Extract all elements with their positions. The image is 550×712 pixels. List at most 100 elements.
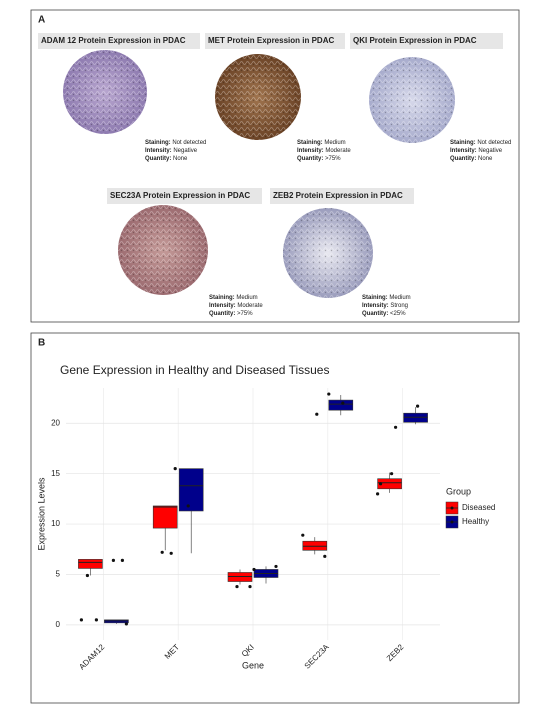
tissue-title: SEC23A Protein Expression in PDAC xyxy=(110,191,250,200)
detail-label: Intensity: xyxy=(450,148,477,154)
tissue-detail: Staining: Medium xyxy=(209,295,258,301)
detail-label: Quantity: xyxy=(297,156,323,162)
title-bar xyxy=(270,188,414,204)
data-point xyxy=(327,392,331,396)
detail-label: Staining: xyxy=(145,140,171,146)
tissue-detail: Intensity: Moderate xyxy=(209,303,263,309)
box xyxy=(302,540,328,551)
data-point xyxy=(169,551,173,555)
data-point xyxy=(85,573,89,578)
title-bar xyxy=(38,33,200,49)
legend-title: Group xyxy=(446,486,471,496)
tissue-texture xyxy=(63,50,147,134)
title-bar xyxy=(107,188,262,204)
tissue-detail: Quantity: None xyxy=(450,156,493,162)
tissue-title: QKI Protein Expression in PDAC xyxy=(353,36,477,45)
panel-label: A xyxy=(38,15,45,26)
data-point xyxy=(315,412,319,416)
box xyxy=(403,412,428,423)
data-point xyxy=(341,401,345,405)
data-point xyxy=(94,618,98,622)
data-point xyxy=(120,558,124,562)
detail-value: None xyxy=(173,156,188,162)
detail-label: Intensity: xyxy=(209,303,236,309)
tissue-detail: Quantity: >75% xyxy=(209,311,253,317)
detail-label: Quantity: xyxy=(450,156,476,162)
y-tick-label: 20 xyxy=(51,418,60,427)
panel-b-frame xyxy=(30,332,520,704)
legend-key-dot xyxy=(450,520,454,524)
detail-label: Intensity: xyxy=(297,148,324,154)
data-point xyxy=(173,467,177,471)
detail-label: Staining: xyxy=(297,140,323,146)
box xyxy=(328,399,354,411)
box xyxy=(152,505,178,529)
detail-label: Quantity: xyxy=(209,311,235,317)
detail-value: Medium xyxy=(389,295,410,301)
data-point xyxy=(376,492,380,496)
tissue-detail: Staining: Medium xyxy=(297,140,346,146)
tissue-title: MET Protein Expression in PDAC xyxy=(208,36,334,45)
data-point xyxy=(252,567,256,572)
legend-label: Healthy xyxy=(462,517,489,526)
data-point xyxy=(235,584,239,589)
tissue-detail: Quantity: <25% xyxy=(362,311,406,317)
data-point xyxy=(390,472,394,476)
box xyxy=(78,559,103,569)
y-tick-label: 15 xyxy=(51,469,60,478)
detail-value: >75% xyxy=(237,311,253,317)
data-point xyxy=(124,622,128,626)
tissue-title: ADAM 12 Protein Expression in PDAC xyxy=(41,36,186,45)
tissue-texture xyxy=(283,208,373,298)
detail-value: <25% xyxy=(390,311,406,317)
detail-value: Negative xyxy=(478,148,502,154)
detail-value: >75% xyxy=(325,156,341,162)
box xyxy=(377,478,402,490)
box xyxy=(104,619,129,624)
tissue-title: ZEB2 Protein Expression in PDAC xyxy=(273,191,403,200)
detail-value: Strong xyxy=(390,303,408,309)
data-point xyxy=(248,584,252,589)
detail-value: Not detected xyxy=(172,140,206,146)
data-point xyxy=(323,554,327,558)
detail-value: None xyxy=(478,156,493,162)
data-point xyxy=(379,482,383,486)
detail-label: Intensity: xyxy=(362,303,389,309)
panel-label: B xyxy=(38,338,45,349)
detail-label: Staining: xyxy=(362,295,388,301)
detail-value: Not detected xyxy=(477,140,511,146)
detail-label: Staining: xyxy=(209,295,235,301)
detail-label: Staining: xyxy=(450,140,476,146)
detail-value: Medium xyxy=(236,295,257,301)
tissue-detail: Intensity: Negative xyxy=(450,148,503,154)
data-point xyxy=(394,425,398,429)
detail-label: Quantity: xyxy=(362,311,388,317)
legend-key-dot xyxy=(450,506,454,510)
detail-label: Intensity: xyxy=(145,148,172,154)
data-point xyxy=(416,404,420,408)
box xyxy=(227,572,253,582)
tissue-detail: Staining: Medium xyxy=(362,295,411,301)
chart-title: Gene Expression in Healthy and Diseased … xyxy=(60,363,329,377)
tissue-texture xyxy=(369,57,455,143)
y-axis-label: Expression Levels xyxy=(36,477,46,551)
tissue-detail: Quantity: >75% xyxy=(297,156,341,162)
tissue-detail: Quantity: None xyxy=(145,156,188,162)
detail-label: Quantity: xyxy=(145,156,171,162)
tissue-detail: Staining: Not detected xyxy=(145,140,206,146)
data-point xyxy=(301,533,305,537)
data-point xyxy=(160,550,164,554)
tissue-texture xyxy=(215,54,301,140)
y-tick-label: 5 xyxy=(56,570,61,579)
tissue-detail: Intensity: Negative xyxy=(145,148,198,154)
y-tick-label: 0 xyxy=(56,620,61,629)
data-point xyxy=(274,564,278,569)
tissue-texture xyxy=(118,205,208,295)
x-axis-label: Gene xyxy=(242,660,264,670)
tissue-detail: Intensity: Strong xyxy=(362,303,408,309)
data-point xyxy=(79,618,83,622)
detail-value: Medium xyxy=(324,140,345,146)
legend-label: Diseased xyxy=(462,503,495,512)
title-bar xyxy=(350,33,503,49)
